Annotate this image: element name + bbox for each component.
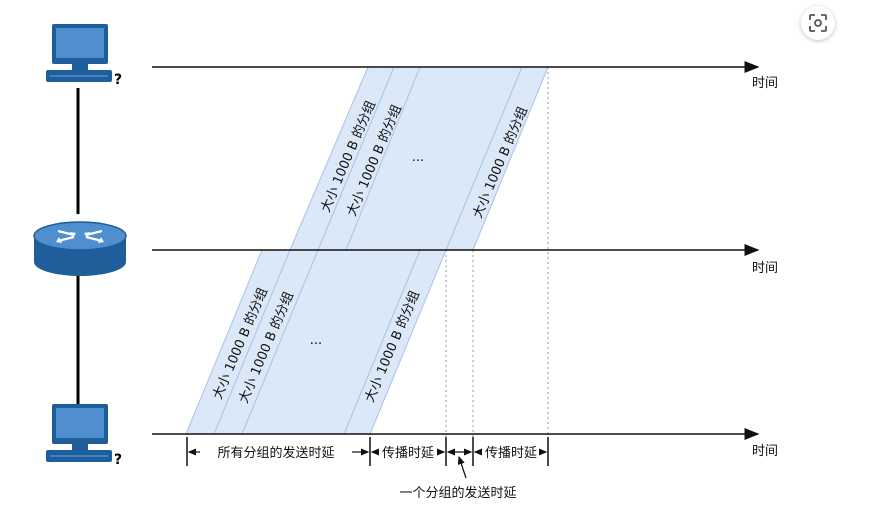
guide-lines [445, 67, 549, 466]
time-label-middle: 时间 [752, 261, 778, 276]
annotation-brackets [186, 437, 549, 466]
time-label-bottom: 时间 [752, 444, 778, 459]
one-packet-transmit-delay-label: 一个分组的发送时延 [399, 485, 516, 501]
ellipsis: ··· [310, 337, 322, 352]
ellipsis: ··· [412, 154, 424, 169]
upper-hop-packet-dividers [289, 66, 549, 251]
lower-hop-band [186, 250, 446, 434]
upper-hop-band [290, 67, 548, 250]
svg-text:?: ? [114, 72, 122, 88]
lens-search-button[interactable] [801, 6, 835, 40]
all-packets-transmit-delay-label: 所有分组的发送时延 [217, 445, 334, 461]
receiver-computer-icon: ? [45, 403, 122, 468]
time-label-top: 时间 [752, 76, 778, 91]
propagation-delay-label-2: 传播时延 [485, 446, 537, 461]
router-icon [33, 221, 127, 276]
one-transmit-pointer [457, 455, 467, 479]
lower-hop-packet-dividers [185, 249, 447, 435]
svg-text:?: ? [114, 452, 122, 468]
propagation-delay-label-1: 传播时延 [382, 446, 434, 461]
sender-computer-icon: ? [45, 23, 122, 88]
lens-icon [809, 14, 827, 32]
